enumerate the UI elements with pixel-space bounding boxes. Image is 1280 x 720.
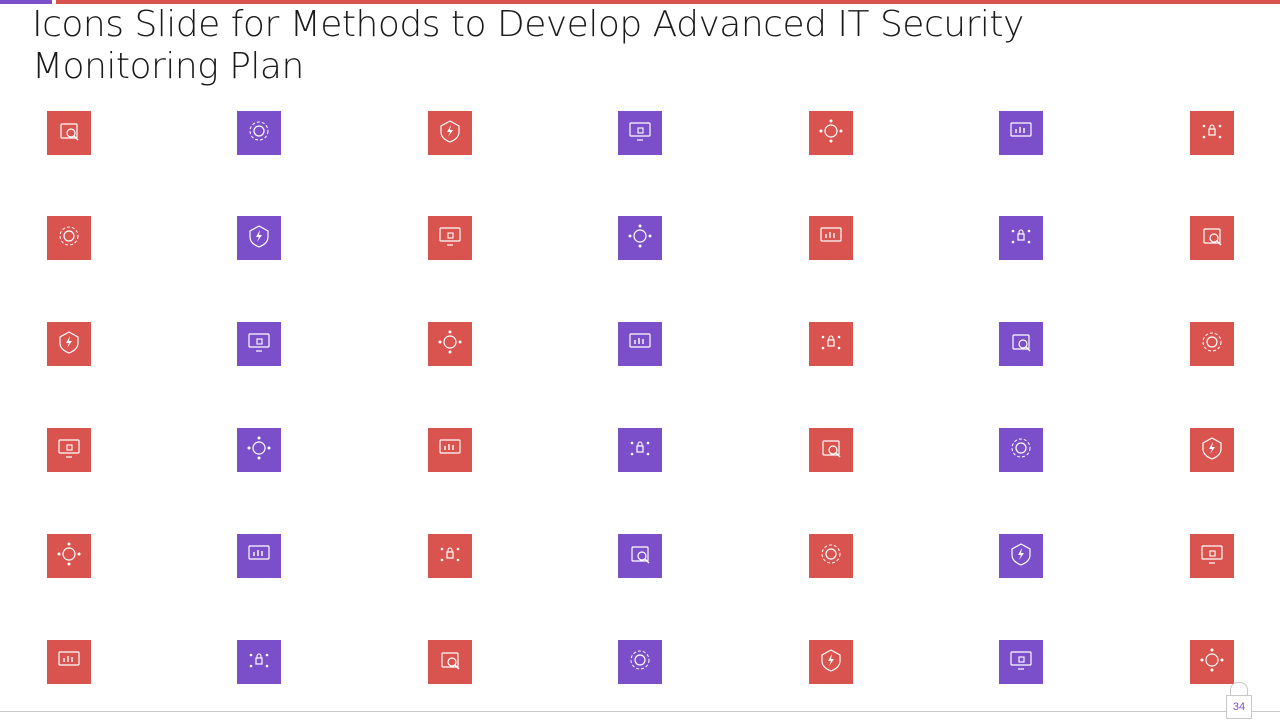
fingerprint-lock-icon [54, 539, 84, 574]
slide-title: Icons Slide for Methods to Develop Advan… [32, 4, 1132, 88]
calculator-dollar-icon [435, 327, 465, 362]
monitor-cloud-lock-icon [244, 327, 274, 362]
icon-tile [47, 111, 91, 155]
icon-tile [428, 534, 472, 578]
icon-tile [47, 216, 91, 260]
document-shield-icon [816, 327, 846, 362]
monitor-shield-icon [1006, 327, 1036, 362]
monitor-shield-small-icon [625, 433, 655, 468]
shield-monitor-icon [625, 221, 655, 256]
lightning-shield-icon [435, 116, 465, 151]
key-network-icon [1197, 539, 1227, 574]
web-analytics-search-icon [54, 116, 84, 151]
globe-monitor-icon [1197, 221, 1227, 256]
footer-divider [0, 711, 1280, 712]
calculator-icon [435, 645, 465, 680]
icon-tile [428, 640, 472, 684]
icon-tile [1190, 322, 1234, 366]
email-search-icon [244, 539, 274, 574]
top-accent-bar [0, 0, 1280, 4]
browser-shield-icon [244, 221, 274, 256]
icon-tile [428, 111, 472, 155]
icon-tile [1190, 534, 1234, 578]
icon-tile [1190, 640, 1234, 684]
network-lock-icon [816, 116, 846, 151]
folder-lock-icon [1006, 539, 1036, 574]
cpu-chip-icon [625, 539, 655, 574]
icon-tile [237, 111, 281, 155]
icon-tile [618, 216, 662, 260]
team-road-icon [435, 539, 465, 574]
icon-tile [809, 428, 853, 472]
icon-tile [809, 111, 853, 155]
page-lock-shackle [1230, 682, 1248, 697]
magnifier-coin-icon [1197, 645, 1227, 680]
computer-desk-icon [54, 221, 84, 256]
monitor-bar-chart-icon [1006, 116, 1036, 151]
icon-tile [237, 216, 281, 260]
icon-tile [809, 322, 853, 366]
icon-tile [428, 322, 472, 366]
top-accent-purple [0, 0, 52, 4]
icon-tile [618, 428, 662, 472]
shield-gear-icon [625, 645, 655, 680]
icon-tile [47, 322, 91, 366]
icon-tile [618, 322, 662, 366]
icon-tile [428, 216, 472, 260]
icon-tile [999, 640, 1043, 684]
chip-shield-icon [816, 433, 846, 468]
document-list-icon [435, 221, 465, 256]
icon-tile [809, 216, 853, 260]
icon-tile [47, 534, 91, 578]
icon-tile [1190, 111, 1234, 155]
icon-tile [999, 428, 1043, 472]
icon-tile [237, 322, 281, 366]
monitor-lock-devices-icon [244, 645, 274, 680]
icon-tile [999, 216, 1043, 260]
monitor-shield-gear-icon [816, 539, 846, 574]
icon-tile [999, 534, 1043, 578]
lock-network-icon [1197, 116, 1227, 151]
slide-title-line-2: Monitoring Plan [32, 46, 304, 87]
laptop-location-icon [435, 433, 465, 468]
laptop-shield-icon [54, 327, 84, 362]
icon-tile [999, 111, 1043, 155]
person-security-icon [816, 645, 846, 680]
target-lock-icon [1197, 433, 1227, 468]
icon-tile [47, 428, 91, 472]
icon-tile [618, 640, 662, 684]
icon-tile [618, 111, 662, 155]
icon-tile [237, 534, 281, 578]
network-lock-hub-icon [625, 327, 655, 362]
icon-tile [618, 534, 662, 578]
circuit-lock-icon [54, 433, 84, 468]
computer-lock-icon [244, 433, 274, 468]
icon-tile [1190, 216, 1234, 260]
database-lock-icon [1006, 433, 1036, 468]
bug-circuit-icon [1006, 221, 1036, 256]
server-grid-icon [54, 645, 84, 680]
icon-tile [809, 640, 853, 684]
icon-tile [237, 428, 281, 472]
icon-tile [237, 640, 281, 684]
page-number: 34 [1226, 695, 1252, 719]
shield-card-icon [816, 221, 846, 256]
icon-tile [999, 322, 1043, 366]
icon-tile [47, 640, 91, 684]
monitor-lock-icon [625, 116, 655, 151]
slide-title-line-1: Icons Slide for Methods to Develop Advan… [32, 4, 1024, 45]
icon-tile [428, 428, 472, 472]
icon-tile [1190, 428, 1234, 472]
top-accent-red [56, 0, 1280, 4]
gear-cycle-icon [244, 116, 274, 151]
team-lock-icon [1006, 645, 1036, 680]
icon-tile [809, 534, 853, 578]
globe-lock-icon [1197, 327, 1227, 362]
